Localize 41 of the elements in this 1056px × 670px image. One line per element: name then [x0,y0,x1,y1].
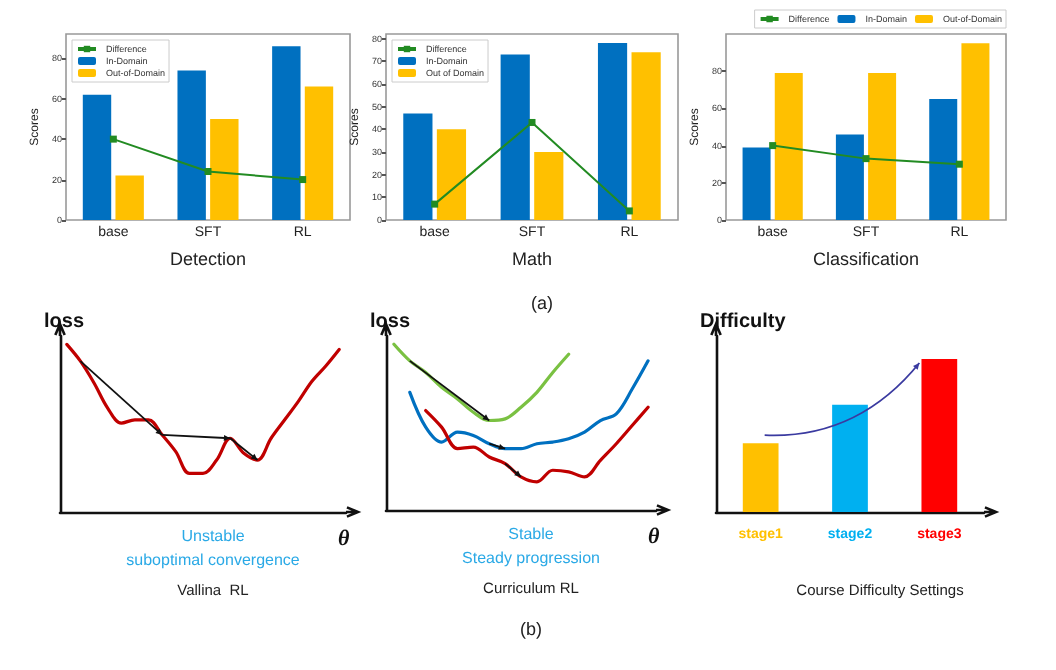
text: Unstable [181,527,246,545]
point [528,118,536,126]
point [769,142,777,150]
x-axis-title: θ [648,525,660,549]
x-axis-title: Classification [812,248,920,269]
x-axis-title: Math [511,248,553,269]
y-axis-title: Difficulty [700,311,787,333]
point [109,135,117,143]
point [955,160,963,168]
bar [961,43,990,220]
y-axis-title: loss [44,311,85,333]
bar [631,52,661,220]
point [431,200,439,208]
bar [774,73,803,220]
bar [272,46,301,220]
x-axis-title: θ [338,527,350,551]
text: suboptimal convergence [126,551,301,569]
text: (a) [531,293,553,313]
bar [210,118,239,220]
text: Steady progression [462,549,600,567]
point [299,176,307,184]
bar [82,94,112,220]
point [862,155,870,163]
point [625,207,633,215]
text: Stable [508,525,555,543]
bar [534,151,564,220]
y-axis-title: loss [370,311,411,333]
bar [929,99,958,220]
bar [742,147,771,220]
bar [500,54,530,220]
x-axis-title: Detection [169,248,247,269]
text: (b) [520,619,542,639]
bar [304,86,334,220]
bar [177,70,206,220]
bar [597,43,628,220]
bar [403,113,433,220]
bar [868,73,897,220]
bar [835,134,864,220]
bar [115,175,144,220]
point [204,167,212,175]
bar [436,129,467,220]
